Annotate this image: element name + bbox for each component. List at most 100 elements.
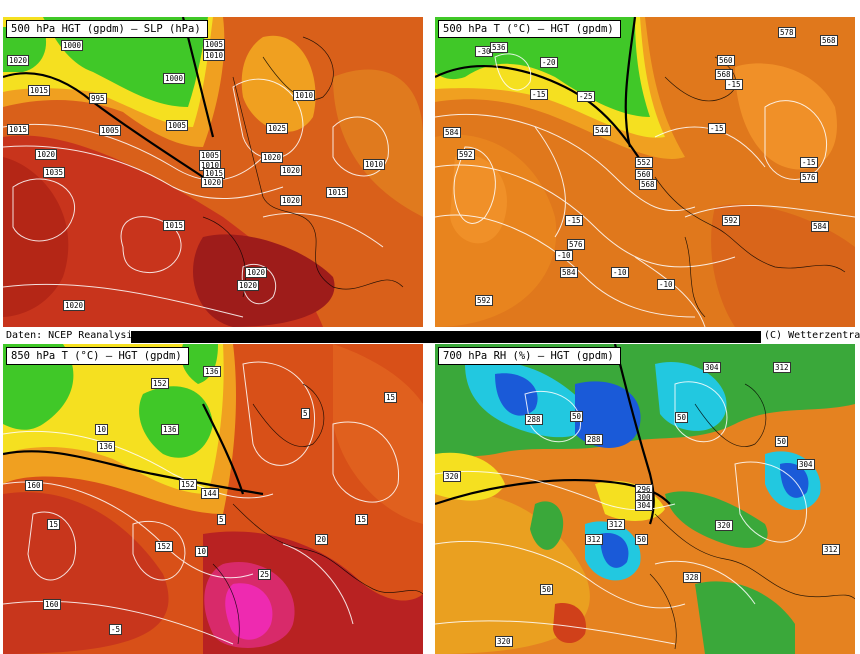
- isobar-label: 1015: [163, 220, 186, 231]
- isobar-label: 1025: [266, 123, 289, 134]
- rh-label: 50: [570, 411, 584, 422]
- contour-label: 160: [25, 480, 43, 491]
- map-field: [435, 344, 855, 654]
- map-panel-850hpa-temp-hgt: 850 hPa T (°C) – HGT (gpdm) 136 152 136 …: [3, 344, 423, 654]
- contour-label: 536: [490, 42, 508, 53]
- isobar-label: 1020: [280, 165, 303, 176]
- contour-label: 304: [797, 459, 815, 470]
- map-panel-700hpa-rh-hgt: 700 hPa RH (%) – HGT (gpdm) 288 304 312 …: [435, 344, 855, 654]
- isobar-label: 1035: [43, 167, 66, 178]
- contour-label: 328: [683, 572, 701, 583]
- map-field: [3, 17, 423, 327]
- contour-label: 304: [703, 362, 721, 373]
- contour-label: 136: [161, 424, 179, 435]
- rh-label: 50: [775, 436, 789, 447]
- isobar-label: 1020: [280, 195, 303, 206]
- isobar-label: 1015: [28, 85, 51, 96]
- isobar-label: 1015: [7, 124, 30, 135]
- contour-label: 578: [778, 27, 796, 38]
- contour-label: 15: [47, 519, 61, 530]
- isobar-label: 1010: [203, 50, 226, 61]
- isobar-label: 1020: [35, 149, 58, 160]
- contour-label: 592: [475, 295, 493, 306]
- contour-label: 592: [457, 149, 475, 160]
- contour-label: -5: [109, 624, 123, 635]
- isobar-label: 1015: [326, 187, 349, 198]
- contour-label: -10: [611, 267, 629, 278]
- contour-label: 568: [715, 69, 733, 80]
- isobar-label: 1020: [7, 55, 30, 66]
- contour-label: 576: [567, 239, 585, 250]
- contour-label: 584: [560, 267, 578, 278]
- contour-label: -15: [565, 215, 583, 226]
- contour-label: 5: [217, 514, 226, 525]
- contour-label: 136: [97, 441, 115, 452]
- contour-label: -25: [577, 91, 595, 102]
- contour-label: 152: [155, 541, 173, 552]
- contour-label: 5: [301, 408, 310, 419]
- map-field: [3, 344, 423, 654]
- contour-label: 312: [773, 362, 791, 373]
- contour-label: 152: [151, 378, 169, 389]
- contour-label: 320: [715, 520, 733, 531]
- panel-title: 500 hPa T (°C) – HGT (gpdm): [438, 20, 621, 38]
- map-panel-500hpa-hgt-slp: 500 hPa HGT (gpdm) – SLP (hPa) 1000 1005…: [3, 17, 423, 327]
- panel-title: 850 hPa T (°C) – HGT (gpdm): [6, 347, 189, 365]
- contour-label: 15: [384, 392, 398, 403]
- contour-label: 320: [495, 636, 513, 647]
- isobar-label: 1020: [63, 300, 86, 311]
- contour-label: 136: [203, 366, 221, 377]
- contour-label: 160: [43, 599, 61, 610]
- rh-label: 50: [635, 534, 649, 545]
- contour-label: -15: [725, 79, 743, 90]
- contour-label: 544: [593, 125, 611, 136]
- isobar-label: 1020: [261, 152, 284, 163]
- panel-title: 700 hPa RH (%) – HGT (gpdm): [438, 347, 621, 365]
- rh-label: 50: [540, 584, 554, 595]
- contour-label: 320: [443, 471, 461, 482]
- contour-label: -15: [708, 123, 726, 134]
- contour-label: -15: [800, 157, 818, 168]
- contour-label: -10: [657, 279, 675, 290]
- footer-divider-bar: [131, 331, 761, 343]
- contour-label: 568: [820, 35, 838, 46]
- rh-label: 50: [675, 412, 689, 423]
- contour-label: 152: [179, 479, 197, 490]
- contour-label: 584: [811, 221, 829, 232]
- map-panel-500hpa-temp-hgt: 500 hPa T (°C) – HGT (gpdm) -30 536 -20 …: [435, 17, 855, 327]
- contour-label: 144: [201, 488, 219, 499]
- contour-label: -10: [555, 250, 573, 261]
- contour-label: 552: [635, 157, 653, 168]
- isobar-label: 1000: [61, 40, 84, 51]
- contour-label: 25: [258, 569, 272, 580]
- isobar-label: 1005: [166, 120, 189, 131]
- contour-label: 10: [95, 424, 109, 435]
- contour-label: 10: [195, 546, 209, 557]
- contour-label: -20: [540, 57, 558, 68]
- isobar-label: 1010: [293, 90, 316, 101]
- contour-label: 288: [585, 434, 603, 445]
- contour-label: 576: [800, 172, 818, 183]
- contour-label: 584: [443, 127, 461, 138]
- contour-label: 568: [639, 179, 657, 190]
- contour-label: 312: [585, 534, 603, 545]
- isobar-label: 1000: [163, 73, 186, 84]
- contour-label: 304: [635, 500, 653, 511]
- contour-label: 15: [355, 514, 369, 525]
- isobar-label: 1020: [237, 280, 260, 291]
- isobar-label: 1010: [363, 159, 386, 170]
- contour-label: -15: [530, 89, 548, 100]
- panel-title: 500 hPa HGT (gpdm) – SLP (hPa): [6, 20, 208, 38]
- contour-label: 288: [525, 414, 543, 425]
- isobar-label: 1020: [245, 267, 268, 278]
- contour-label: 560: [717, 55, 735, 66]
- copyright-label: (C) Wetterzentrale: [764, 330, 860, 341]
- isobar-label: 995: [89, 93, 107, 104]
- isobar-label: 1005: [99, 125, 122, 136]
- contour-label: 312: [822, 544, 840, 555]
- isobar-label: 1005: [203, 39, 226, 50]
- data-source-label: Daten: NCEP Reanalysis: [6, 330, 139, 341]
- contour-label: 20: [315, 534, 329, 545]
- contour-label: 312: [607, 519, 625, 530]
- isobar-label: 1020: [201, 177, 224, 188]
